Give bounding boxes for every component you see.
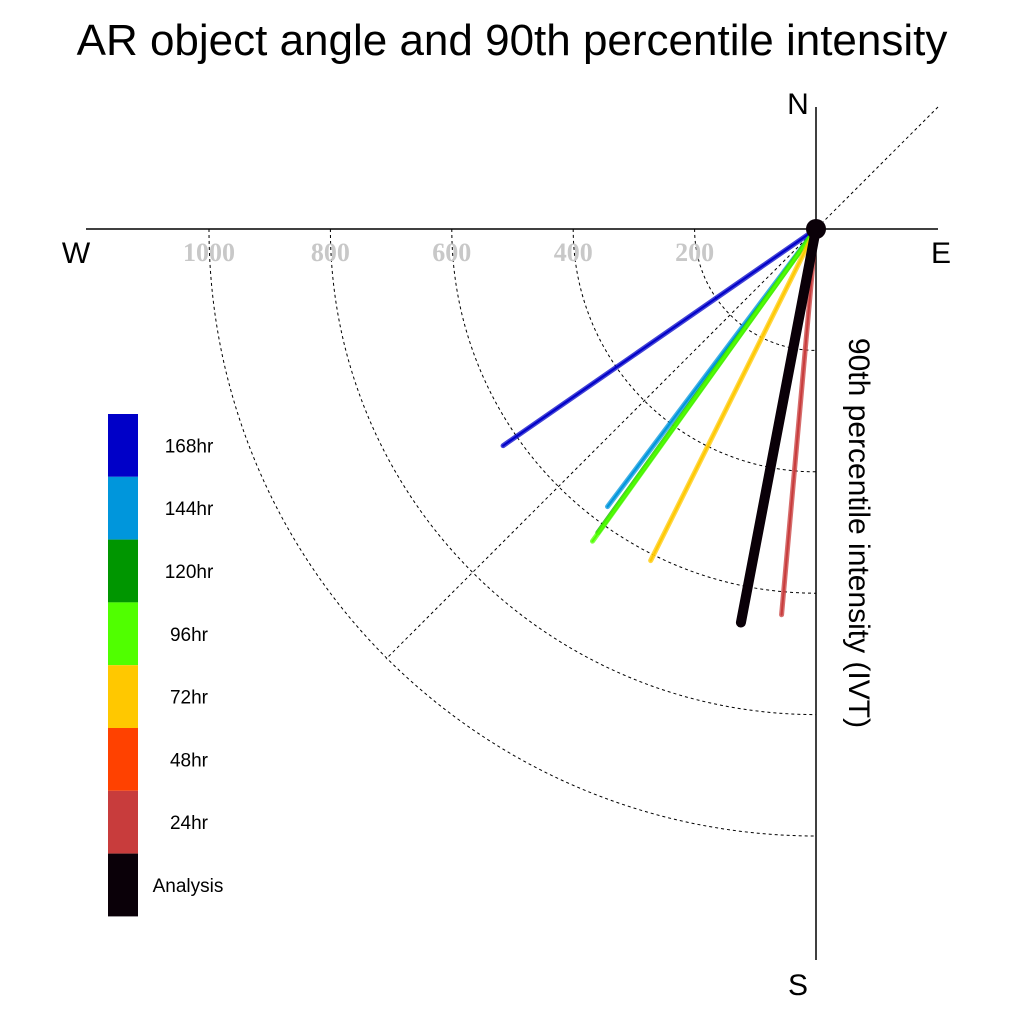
series-vector-core (780, 228, 817, 616)
series-vectors (500, 224, 821, 628)
radial-gridline (572, 228, 817, 473)
radial-gridline (208, 228, 817, 837)
legend-swatch (108, 665, 138, 728)
legend-swatch (108, 414, 138, 477)
series-vector-core (591, 228, 817, 543)
west-label: W (62, 237, 91, 270)
origin-marker (806, 219, 826, 239)
chart-title: AR object angle and 90th percentile inte… (76, 16, 948, 65)
legend-swatch (108, 476, 138, 540)
legend-label: 96hr (170, 625, 209, 646)
legend-swatch (108, 728, 138, 791)
legend-label: 168hr (165, 436, 214, 457)
tick-labels: 200 400 600 800 1000 (183, 238, 714, 267)
radial-tick-label: 600 (432, 238, 471, 267)
legend: 168hr 144hr 120hr 96hr 72hr 48hr 24hr Analysis (108, 414, 224, 917)
legend-swatch (108, 539, 138, 603)
legend-label: 24hr (170, 813, 209, 834)
radial-tick-label: 400 (554, 238, 593, 267)
series-vector-analysis (735, 224, 821, 628)
legend-label: 144hr (165, 499, 214, 520)
legend-label: Analysis (153, 876, 224, 897)
legend-label: 48hr (170, 750, 209, 771)
legend-label: 120hr (165, 562, 214, 583)
north-label: N (787, 88, 809, 121)
radial-gridline (329, 228, 817, 716)
radial-tick-label: 200 (675, 238, 714, 267)
legend-swatch (108, 602, 138, 666)
legend-swatch (108, 853, 138, 917)
legend-swatch (108, 790, 138, 854)
diagonal-guide (385, 106, 939, 660)
radial-tick-label: 800 (311, 238, 350, 267)
radial-tick-label: 1000 (183, 238, 235, 267)
radial-gridline (451, 228, 817, 594)
series-vector-core (649, 228, 817, 562)
legend-label: 72hr (170, 688, 209, 709)
y-axis-label: 90th percentile intensity (IVT) (842, 338, 875, 728)
south-label: S (788, 969, 808, 1002)
east-label: E (931, 237, 951, 270)
series-vector-core (502, 228, 817, 447)
